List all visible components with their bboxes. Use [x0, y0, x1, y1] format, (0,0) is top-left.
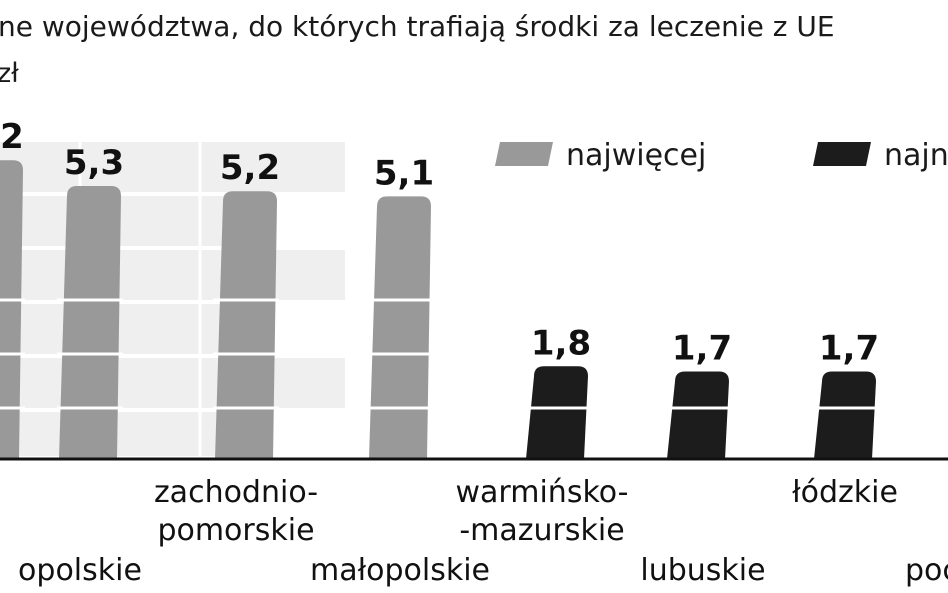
- category-label-lodzkie: łódzkie: [792, 475, 898, 510]
- legend-swatch-most: [495, 142, 553, 166]
- value-label: 5,1: [374, 153, 434, 193]
- value-labels: 2 5,3 5,2 5,1 1,8 1,7 1,7: [0, 117, 879, 368]
- category-label-malopolskie: małopolskie: [310, 553, 490, 588]
- category-label-warminsko-line1: warmińsko-: [456, 475, 629, 510]
- background-band-3: [0, 250, 345, 300]
- unit-label: zł: [0, 58, 19, 89]
- value-label: 1,7: [672, 328, 732, 368]
- background-band-1: [0, 142, 345, 192]
- value-label: 2: [0, 117, 24, 157]
- value-label: 1,8: [531, 323, 591, 363]
- value-label: 5,3: [64, 143, 124, 183]
- category-label-poc: poc: [905, 553, 948, 588]
- category-label-zachodnio-line1: zachodnio-: [154, 475, 318, 510]
- bar-małopolskie: [369, 196, 431, 459]
- category-label-warminsko-line2: -mazurskie: [459, 513, 624, 548]
- category-labels: opolskie zachodnio- pomorskie małopolski…: [18, 475, 948, 588]
- background-band-4: [0, 304, 240, 354]
- bar-opolskie: [59, 186, 121, 460]
- background-bands: [0, 142, 345, 456]
- legend-label-most: najwięcej: [566, 138, 706, 173]
- value-label: 1,7: [819, 328, 879, 368]
- bar-partial: [0, 160, 23, 459]
- chart-title: ne województwa, do których trafiają środ…: [0, 10, 835, 43]
- value-label: 5,2: [220, 148, 280, 188]
- background-band-6: [0, 412, 240, 456]
- background-band-5: [0, 358, 345, 408]
- bar-łódzkie: [814, 371, 876, 459]
- category-label-zachodnio-line2: pomorskie: [157, 513, 314, 548]
- legend-swatch-least: [813, 142, 871, 166]
- bar-zachodnio-pomorskie: [215, 191, 277, 459]
- bar-lubuskie: [667, 371, 729, 459]
- bars: [0, 160, 878, 460]
- legend-label-least: najn: [884, 138, 948, 173]
- category-label-lubuskie: lubuskie: [640, 553, 765, 588]
- category-label-opolskie: opolskie: [18, 553, 142, 588]
- legend: najwięcej najn: [495, 138, 948, 173]
- bar-warmińsko-mazurskie: [526, 366, 588, 459]
